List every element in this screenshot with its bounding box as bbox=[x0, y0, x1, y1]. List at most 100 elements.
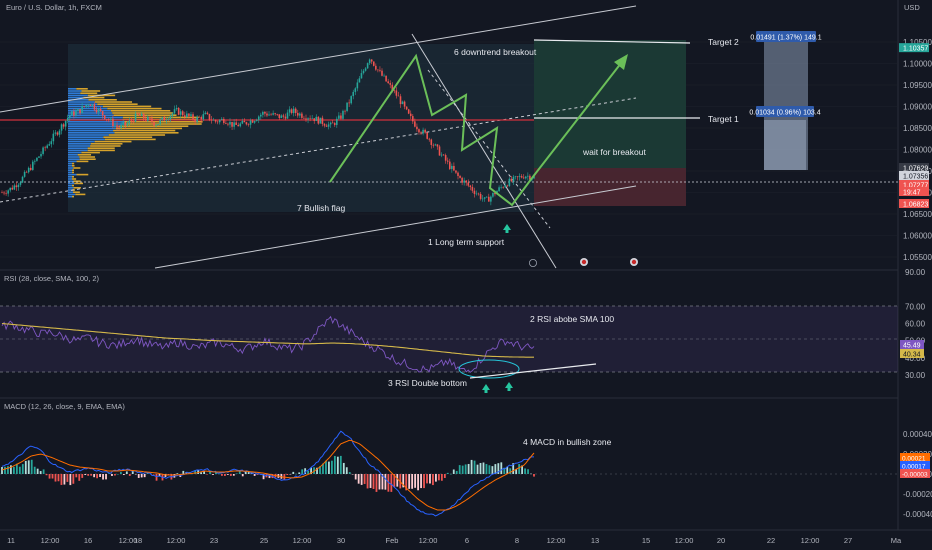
candle-body bbox=[482, 199, 484, 200]
candle-body bbox=[44, 147, 46, 148]
macd-histogram-bar bbox=[138, 474, 140, 478]
candle-body bbox=[379, 70, 381, 71]
candle-body bbox=[465, 181, 467, 183]
candle-body bbox=[445, 155, 447, 161]
candle-body bbox=[233, 122, 235, 126]
candle-body bbox=[213, 120, 215, 121]
rsi-tick-label: 60.00 bbox=[905, 320, 926, 329]
candle-body bbox=[357, 82, 359, 88]
candle-body bbox=[14, 185, 16, 189]
candle-body bbox=[53, 134, 55, 142]
macd-histogram-bar bbox=[331, 461, 333, 474]
symbol-title: Euro / U.S. Dollar, 1h, FXCM bbox=[6, 3, 102, 12]
macd-histogram-bar bbox=[144, 474, 146, 477]
macd-histogram-bar bbox=[462, 466, 464, 474]
candle-body bbox=[242, 121, 244, 124]
rsi-tick-label: 30.00 bbox=[905, 371, 926, 380]
candle-body bbox=[30, 168, 32, 170]
candle-body bbox=[502, 187, 504, 188]
profile-bar-blue bbox=[68, 154, 78, 156]
candle-body bbox=[75, 111, 77, 115]
macd-label-text: -0.00003 bbox=[902, 472, 928, 479]
profile-bar-blue bbox=[68, 145, 90, 147]
profile-bar-blue bbox=[68, 92, 80, 94]
profile-bar-blue bbox=[68, 185, 72, 187]
macd-histogram-bar bbox=[168, 474, 170, 475]
macd-histogram-bar bbox=[441, 474, 443, 481]
time-tick-label: 25 bbox=[260, 536, 268, 545]
candle-body bbox=[369, 60, 371, 64]
macd-histogram-bar bbox=[340, 456, 342, 474]
time-tick-label: 27 bbox=[844, 536, 852, 545]
profile-bar-yellow bbox=[80, 92, 97, 94]
macd-histogram-bar bbox=[435, 474, 437, 482]
macd-histogram-bar bbox=[456, 471, 458, 474]
candle-body bbox=[305, 118, 307, 119]
macd-histogram-bar bbox=[16, 464, 18, 474]
macd-histogram-bar bbox=[295, 474, 297, 475]
candle-body bbox=[26, 172, 28, 173]
candle-body bbox=[492, 193, 494, 197]
macd-histogram-bar bbox=[176, 473, 178, 474]
currency-label: USD bbox=[904, 3, 920, 12]
profile-bar-yellow bbox=[80, 158, 96, 160]
macd-histogram-bar bbox=[301, 469, 303, 474]
candle-body bbox=[139, 114, 141, 116]
macd-histogram-bar bbox=[37, 469, 39, 474]
profile-bar-blue bbox=[68, 141, 95, 143]
time-tick-label: Feb bbox=[386, 536, 399, 545]
macd-histogram-bar bbox=[239, 471, 241, 474]
macd-histogram-bar bbox=[69, 474, 71, 485]
candle-body bbox=[135, 113, 137, 121]
macd-histogram-bar bbox=[384, 474, 386, 490]
candle-body bbox=[474, 191, 476, 194]
candle-body bbox=[289, 109, 291, 112]
candle-body bbox=[396, 90, 398, 95]
macd-histogram-bar bbox=[52, 474, 54, 479]
candle-body bbox=[198, 117, 200, 118]
candle-body bbox=[299, 114, 301, 116]
profile-bar-blue bbox=[68, 191, 73, 193]
time-tick-label: 12:00 bbox=[801, 536, 820, 545]
macd-histogram-bar bbox=[379, 474, 381, 489]
candle-body bbox=[20, 183, 22, 185]
candle-body bbox=[498, 187, 500, 191]
profile-bar-blue bbox=[68, 90, 82, 92]
macd-histogram-bar bbox=[438, 474, 440, 480]
macd-histogram-bar bbox=[200, 472, 202, 474]
macd-histogram-bar bbox=[135, 474, 137, 475]
candle-body bbox=[219, 120, 221, 122]
candle-body bbox=[77, 109, 79, 111]
macd-histogram-bar bbox=[254, 474, 256, 476]
profile-bar-blue bbox=[68, 123, 124, 125]
candle-body bbox=[108, 119, 110, 120]
candle-body bbox=[215, 120, 217, 122]
profile-bar-yellow bbox=[89, 99, 117, 101]
candle-body bbox=[96, 110, 98, 113]
flag-icon bbox=[582, 260, 586, 264]
profile-bar-yellow bbox=[105, 139, 156, 141]
candle-body bbox=[272, 113, 274, 114]
macd-histogram-bar bbox=[242, 474, 244, 476]
price-label-text: 1.06823 bbox=[903, 202, 928, 209]
candle-body bbox=[350, 96, 352, 103]
candle-body bbox=[365, 68, 367, 70]
macd-histogram-bar bbox=[429, 474, 431, 484]
macd-histogram-bar bbox=[93, 474, 95, 477]
candle-body bbox=[424, 130, 426, 133]
macd-histogram-bar bbox=[471, 460, 473, 474]
profile-bar-blue bbox=[68, 150, 88, 152]
candle-body bbox=[470, 186, 472, 187]
macd-histogram-bar bbox=[355, 474, 357, 479]
macd-histogram-bar bbox=[132, 471, 134, 474]
candle-body bbox=[422, 130, 424, 134]
profile-bar-yellow bbox=[95, 141, 132, 143]
candle-body bbox=[209, 114, 211, 120]
candle-body bbox=[250, 120, 252, 124]
candle-body bbox=[525, 177, 527, 179]
profile-bar-yellow bbox=[72, 165, 75, 167]
candle-body bbox=[330, 123, 332, 125]
macd-histogram-bar bbox=[34, 467, 36, 474]
time-tick-label: 15 bbox=[642, 536, 650, 545]
